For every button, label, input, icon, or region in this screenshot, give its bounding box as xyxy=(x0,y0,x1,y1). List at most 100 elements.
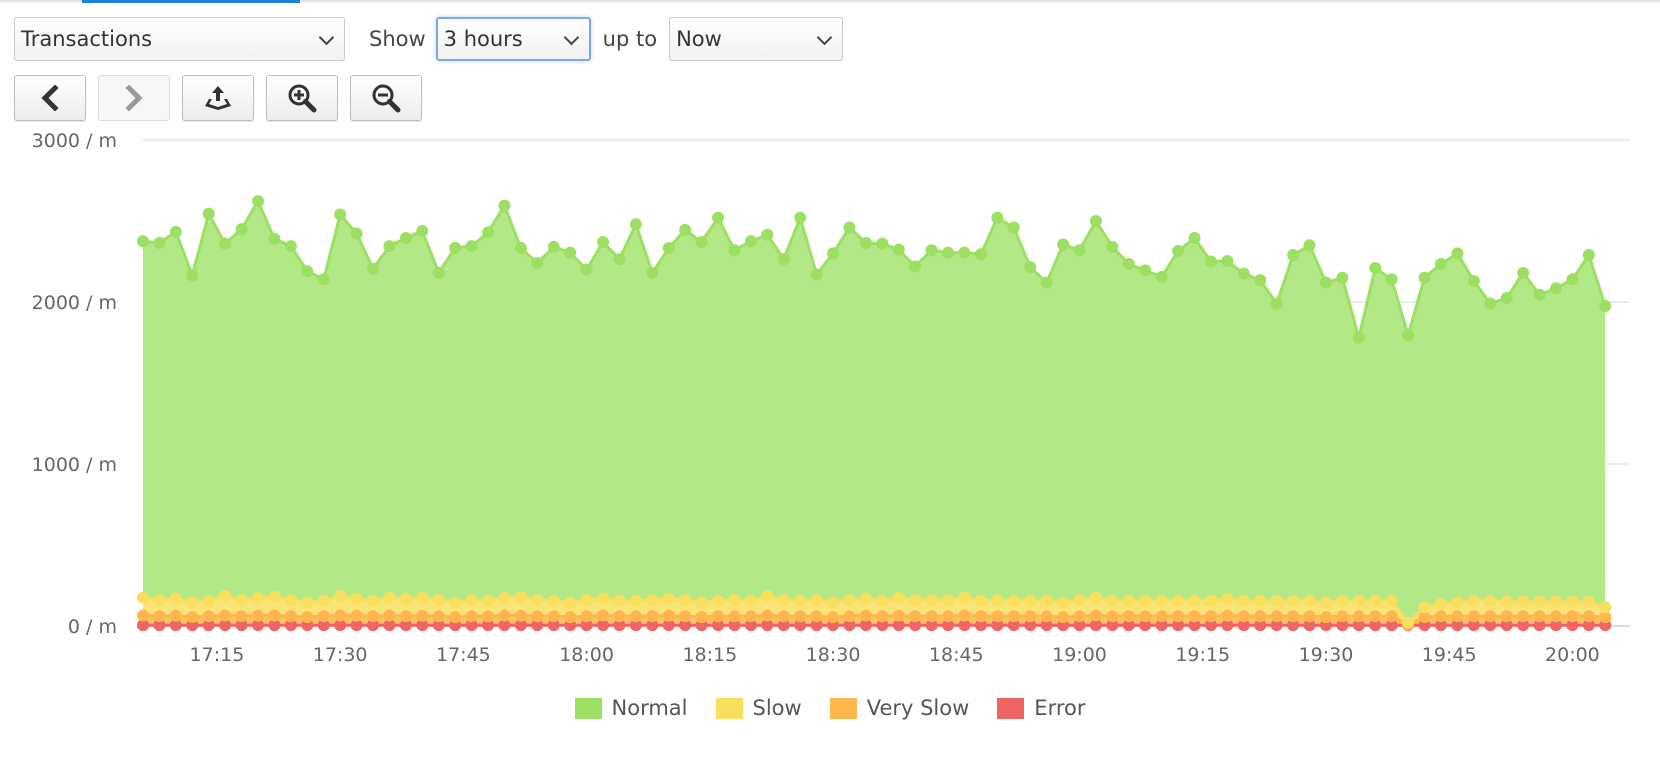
point-slow xyxy=(695,596,708,609)
point-error xyxy=(1024,619,1037,632)
time-range-select[interactable]: 3 hours xyxy=(435,17,591,61)
point-slow xyxy=(1007,594,1020,607)
legend-item-error[interactable]: Error xyxy=(997,696,1085,720)
point-normal xyxy=(1549,282,1562,295)
x-tick-label: 17:15 xyxy=(190,644,245,666)
point-slow xyxy=(514,591,527,604)
point-very-slow xyxy=(958,609,971,622)
point-slow xyxy=(1254,594,1267,607)
point-very-slow xyxy=(547,610,560,623)
navigation-buttons xyxy=(14,75,434,121)
point-normal xyxy=(1040,276,1053,289)
point-very-slow xyxy=(974,610,987,623)
point-error xyxy=(892,619,905,632)
point-error xyxy=(629,619,642,632)
point-error xyxy=(646,619,659,632)
point-normal xyxy=(1089,215,1102,227)
zoom-in-button[interactable] xyxy=(266,75,338,121)
point-slow xyxy=(1139,594,1152,607)
point-normal xyxy=(1352,331,1365,344)
point-very-slow xyxy=(531,610,544,623)
point-normal xyxy=(482,226,495,239)
point-normal xyxy=(383,240,396,253)
point-very-slow xyxy=(827,611,840,624)
point-slow xyxy=(1385,594,1398,607)
point-error xyxy=(1155,619,1168,632)
point-normal xyxy=(662,242,675,255)
point-very-slow xyxy=(367,610,380,623)
export-button[interactable] xyxy=(182,75,254,121)
point-very-slow xyxy=(1089,609,1102,622)
point-normal xyxy=(1204,255,1217,268)
x-axis: 17:15 17:30 17:45 18:00 18:15 18:30 18:45 19:00… xyxy=(190,644,1600,666)
next-button[interactable] xyxy=(98,75,170,121)
point-error xyxy=(744,619,757,632)
point-very-slow xyxy=(219,609,232,622)
point-slow xyxy=(1303,594,1316,607)
point-slow xyxy=(712,594,725,607)
point-error xyxy=(1122,619,1135,632)
point-slow xyxy=(597,592,610,605)
point-very-slow xyxy=(186,611,199,624)
point-slow xyxy=(1467,594,1480,607)
point-very-slow xyxy=(761,609,774,622)
point-slow xyxy=(613,594,626,607)
point-very-slow xyxy=(794,610,807,623)
point-slow xyxy=(1418,601,1431,614)
point-very-slow xyxy=(268,609,281,622)
point-normal xyxy=(712,211,725,224)
point-very-slow xyxy=(1270,610,1283,623)
point-very-slow xyxy=(1352,610,1365,623)
legend-item-very-slow[interactable]: Very Slow xyxy=(829,696,969,720)
chevron-left-icon xyxy=(41,85,59,111)
point-very-slow xyxy=(169,609,182,622)
zoom-out-icon xyxy=(372,84,401,113)
point-normal xyxy=(1106,240,1119,253)
point-error xyxy=(416,619,429,632)
up-to-select[interactable]: Now xyxy=(669,17,844,61)
point-slow xyxy=(991,594,1004,607)
point-slow xyxy=(252,591,265,604)
point-normal xyxy=(1057,238,1070,251)
zoom-out-button[interactable] xyxy=(350,75,422,121)
previous-button[interactable] xyxy=(14,75,86,121)
point-error xyxy=(169,619,182,632)
point-normal xyxy=(1319,276,1332,289)
point-normal xyxy=(810,268,823,281)
point-slow xyxy=(662,592,675,605)
point-error xyxy=(1237,619,1250,632)
point-slow xyxy=(1270,594,1283,607)
point-normal xyxy=(613,253,626,266)
point-normal xyxy=(892,243,905,256)
point-slow xyxy=(531,594,544,607)
point-very-slow xyxy=(1319,611,1332,624)
point-slow xyxy=(169,592,182,605)
point-slow xyxy=(1122,594,1135,607)
point-slow xyxy=(547,594,560,607)
chart-toolbar: Transactions Show 3 hours up to Now xyxy=(14,16,844,62)
point-very-slow xyxy=(1484,610,1497,623)
chevron-right-icon xyxy=(125,85,143,111)
x-tick-label: 18:30 xyxy=(806,644,861,666)
point-error xyxy=(1352,619,1365,632)
point-error xyxy=(268,619,281,632)
legend-item-normal[interactable]: Normal xyxy=(574,696,688,720)
point-error xyxy=(1254,619,1267,632)
metric-select[interactable]: Transactions xyxy=(14,17,345,61)
point-normal xyxy=(449,241,462,254)
point-normal xyxy=(1287,249,1300,262)
legend-item-slow[interactable]: Slow xyxy=(715,696,802,720)
point-error xyxy=(909,619,922,632)
y-axis: 0 / m 1000 / m 2000 / m 3000 / m xyxy=(32,130,117,638)
area-normal xyxy=(143,201,1606,623)
point-slow xyxy=(284,594,297,607)
point-very-slow xyxy=(1057,611,1070,624)
point-very-slow xyxy=(876,610,889,623)
point-very-slow xyxy=(1549,610,1562,623)
point-slow xyxy=(1172,594,1185,607)
point-error xyxy=(1533,619,1546,632)
point-very-slow xyxy=(514,609,527,622)
point-slow xyxy=(137,591,149,604)
point-slow xyxy=(301,596,314,609)
point-error xyxy=(728,619,741,632)
